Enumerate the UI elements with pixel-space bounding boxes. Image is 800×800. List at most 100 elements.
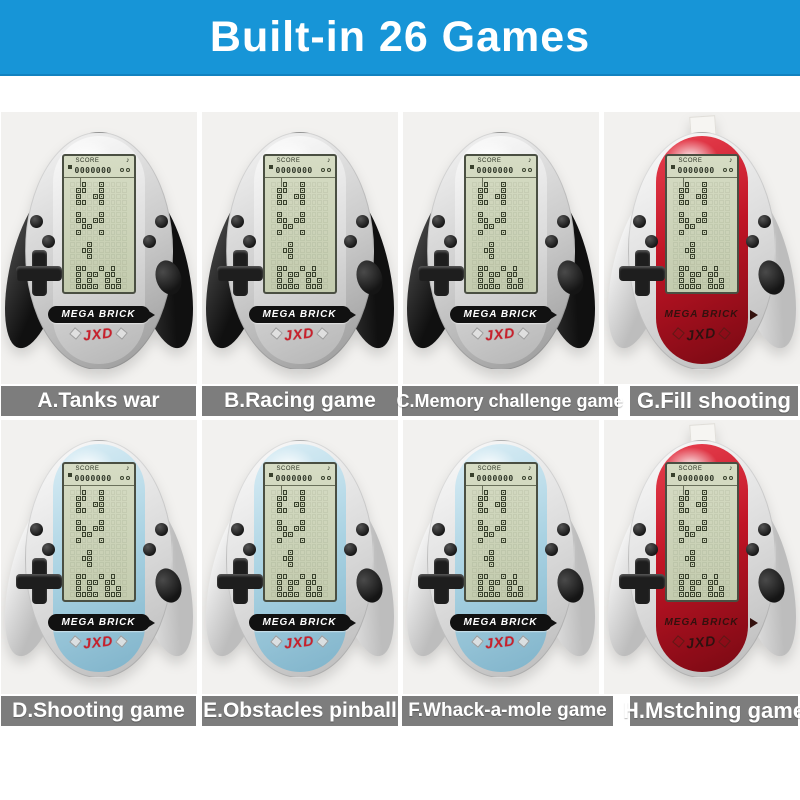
dpad-button: [417, 558, 464, 604]
lcd-score-strip: SCORE 0000000 ♪: [63, 464, 134, 495]
sound-icon: ♪: [729, 465, 733, 472]
lcd-screen: SCORE 0000000 ♪: [463, 154, 538, 294]
sound-icon: ♪: [126, 157, 130, 164]
jxd-logo: JXD: [403, 324, 599, 343]
left-upper-button: [230, 523, 244, 536]
lcd-block-grid: [265, 486, 335, 600]
brick-deco-icon: [69, 635, 82, 649]
brand-name: MEGA BRICK: [664, 309, 739, 320]
handheld-console: SCORE 0000000 ♪ MEGA BRICK JXD: [603, 420, 800, 694]
brand-name: MEGA BRICK: [262, 309, 337, 320]
sound-icon: ♪: [528, 157, 532, 164]
brick-deco-icon: [69, 327, 82, 341]
jxd-logo: JXD: [403, 632, 599, 652]
handheld-console: SCORE 0000000 ♪ MEGA BRICK JXD: [402, 112, 599, 384]
left-upper-button: [632, 523, 646, 536]
jxd-logo-text: JXD: [82, 324, 115, 344]
brand-name: MEGA BRICK: [61, 617, 136, 628]
dpad-button: [618, 558, 665, 604]
console-photo-d: SCORE 0000000 ♪ MEGA BRICK JXD: [0, 420, 197, 694]
lcd-block-icon: [469, 165, 474, 169]
lcd-block-grid: [64, 486, 134, 600]
jxd-logo-text: JXD: [283, 632, 316, 652]
score-value: 0000000: [275, 166, 313, 175]
game-label-a: A.Tanks war: [1, 386, 196, 416]
score-label: SCORE: [75, 158, 100, 164]
brick-deco-icon: [672, 635, 685, 649]
console-photo-g: SCORE 0000000 ♪ MEGA BRICK JXD: [603, 112, 800, 384]
jxd-logo-text: JXD: [484, 632, 517, 652]
level-indicator-icons: [722, 476, 733, 480]
game-label-g: G.Fill shooting: [630, 386, 798, 416]
brand-name: MEGA BRICK: [463, 617, 538, 628]
left-lower-button: [443, 235, 457, 248]
score-label: SCORE: [477, 158, 502, 164]
lcd-block-grid: [64, 178, 134, 292]
handheld-console: SCORE 0000000 ♪ MEGA BRICK JXD: [0, 420, 197, 694]
score-value: 0000000: [476, 474, 514, 483]
brand-name: MEGA BRICK: [664, 617, 739, 628]
brick-deco-icon: [718, 327, 731, 341]
dpad-button: [417, 250, 464, 296]
left-lower-button: [41, 543, 55, 556]
game-label-d: D.Shooting game: [1, 696, 196, 726]
right-upper-button: [154, 215, 168, 228]
lcd-block-grid: [667, 486, 737, 600]
brand-badge: MEGA BRICK: [651, 614, 758, 631]
brand-badge: MEGA BRICK: [47, 306, 155, 323]
console-photo-h: SCORE 0000000 ♪ MEGA BRICK JXD: [603, 420, 800, 694]
lcd-score-strip: SCORE 0000000 ♪: [264, 156, 335, 187]
lcd-screen: SCORE 0000000 ♪: [61, 462, 136, 602]
level-indicator-icons: [119, 168, 130, 172]
jxd-logo: JXD: [202, 632, 398, 652]
brick-deco-icon: [471, 327, 484, 341]
jxd-logo: JXD: [604, 632, 800, 651]
right-lower-button: [745, 543, 759, 556]
brand-name: MEGA BRICK: [262, 617, 337, 628]
lcd-block-grid: [667, 178, 737, 292]
left-lower-button: [644, 235, 658, 248]
brand-badge: MEGA BRICK: [651, 306, 758, 323]
score-value: 0000000: [74, 474, 112, 483]
right-upper-button: [556, 523, 570, 536]
handheld-console: SCORE 0000000 ♪ MEGA BRICK JXD: [603, 112, 800, 384]
label-row-2: D.Shooting game E.Obstacles pinball F.Wh…: [0, 696, 800, 726]
jxd-logo: JXD: [202, 324, 398, 344]
level-indicator-icons: [521, 168, 532, 172]
score-value: 0000000: [476, 166, 514, 175]
brand-name: MEGA BRICK: [61, 309, 136, 320]
lcd-block-icon: [67, 473, 72, 477]
score-label: SCORE: [678, 466, 703, 472]
level-indicator-icons: [119, 476, 130, 480]
jxd-logo-text: JXD: [685, 324, 718, 344]
jxd-logo-text: JXD: [283, 324, 316, 344]
label-row-1: A.Tanks war B.Racing game C.Memory chall…: [0, 386, 800, 416]
handheld-console: SCORE 0000000 ♪ MEGA BRICK JXD: [0, 112, 197, 384]
lcd-block-icon: [469, 473, 474, 477]
left-lower-button: [242, 235, 256, 248]
score-label: SCORE: [678, 158, 703, 164]
header-banner: Built-in 26 Games: [0, 0, 800, 76]
page-title: Built-in 26 Games: [209, 12, 591, 61]
dpad-button: [15, 250, 62, 296]
right-upper-button: [154, 523, 168, 536]
handheld-console: SCORE 0000000 ♪ MEGA BRICK JXD: [201, 112, 398, 384]
lcd-screen: SCORE 0000000 ♪: [61, 154, 136, 294]
console-photo-e: SCORE 0000000 ♪ MEGA BRICK JXD: [201, 420, 398, 694]
lcd-block-icon: [268, 473, 273, 477]
level-indicator-icons: [320, 168, 331, 172]
right-lower-button: [544, 543, 558, 556]
brick-deco-icon: [270, 635, 283, 649]
brick-deco-icon: [517, 635, 530, 649]
score-label: SCORE: [276, 466, 301, 472]
lcd-screen: SCORE 0000000 ♪: [463, 462, 538, 602]
right-lower-button: [142, 235, 156, 248]
right-upper-button: [355, 523, 369, 536]
lcd-screen: SCORE 0000000 ♪: [664, 154, 739, 294]
score-value: 0000000: [275, 474, 313, 483]
lcd-score-strip: SCORE 0000000 ♪: [465, 156, 536, 187]
brick-deco-icon: [115, 327, 128, 341]
brick-deco-icon: [672, 327, 685, 341]
left-upper-button: [230, 215, 244, 228]
jxd-logo-text: JXD: [82, 632, 115, 652]
